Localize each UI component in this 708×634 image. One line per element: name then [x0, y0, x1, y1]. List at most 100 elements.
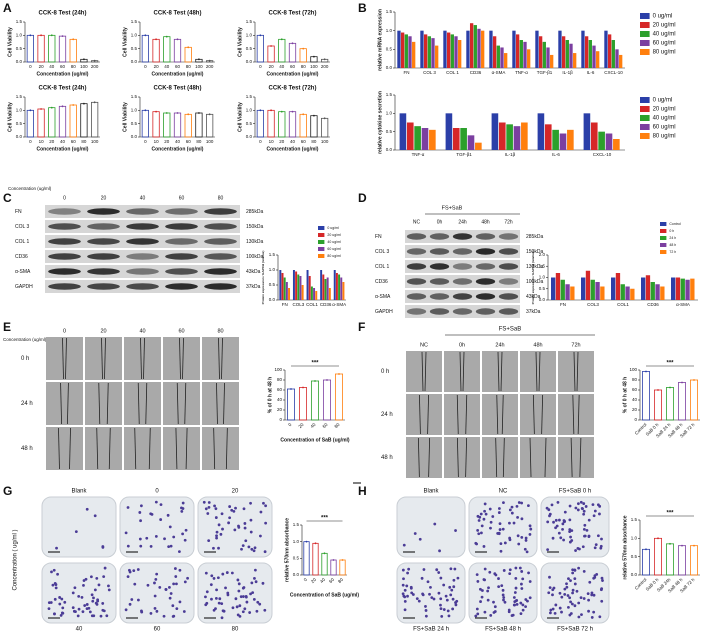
bar — [546, 47, 550, 68]
cell — [213, 504, 216, 508]
wound-edge — [495, 437, 498, 478]
bar — [581, 30, 585, 69]
cell — [215, 530, 219, 534]
x-tick-label: 20 — [49, 139, 55, 144]
bar — [335, 273, 338, 300]
cell — [479, 600, 482, 603]
cell — [80, 596, 84, 599]
legend-swatch — [640, 124, 650, 130]
cell — [224, 586, 227, 590]
legend-swatch — [318, 240, 325, 244]
cell — [155, 609, 159, 613]
cell — [202, 500, 206, 504]
bar — [429, 129, 436, 150]
wound-edge — [60, 382, 62, 425]
panel-letter: G — [3, 484, 12, 498]
cell — [562, 538, 566, 542]
cell — [417, 599, 421, 603]
micrograph — [520, 394, 556, 435]
cell — [50, 570, 53, 574]
cell — [499, 542, 503, 546]
y-axis-label: Cell Viability — [7, 27, 13, 57]
cell — [497, 577, 500, 580]
x-tick-label: 20 — [310, 577, 317, 584]
data-point — [323, 117, 326, 120]
legend-swatch — [640, 133, 650, 139]
bar — [565, 284, 570, 300]
row-label: FN — [15, 209, 22, 215]
x-tick-label: α-SMA — [332, 302, 346, 307]
bar — [431, 38, 435, 68]
chart-title: CCK-8 Test (48h) — [154, 86, 202, 92]
cell — [206, 512, 210, 515]
cell — [83, 604, 87, 607]
legend-label: 0 ug/ml — [653, 98, 673, 104]
cell — [558, 518, 561, 522]
cell — [405, 584, 409, 588]
cell — [437, 571, 441, 574]
cell — [204, 507, 208, 511]
blot-band — [126, 268, 159, 275]
cell — [601, 579, 604, 582]
cell — [502, 501, 505, 505]
cell — [503, 600, 507, 604]
bar — [338, 274, 341, 300]
y-axis-label: % of 0 h at 48 h — [267, 377, 273, 413]
bar — [475, 142, 482, 150]
x-tick-label: 60 — [60, 64, 66, 69]
cell — [437, 591, 441, 595]
cell — [480, 531, 483, 535]
transwell-image — [468, 562, 538, 624]
cell — [166, 513, 170, 517]
cell — [569, 535, 572, 539]
blot-band — [452, 308, 473, 315]
cell — [563, 592, 567, 596]
cell — [53, 612, 56, 616]
wound-edge — [421, 351, 424, 392]
cell — [91, 599, 95, 603]
cell — [221, 527, 224, 531]
cell — [422, 568, 426, 571]
y-tick-label: 0.0 — [16, 134, 23, 139]
data-point — [314, 542, 317, 545]
bar — [551, 277, 556, 300]
cell — [568, 540, 572, 544]
bar — [466, 30, 470, 69]
data-point — [302, 386, 304, 389]
cell — [480, 524, 484, 528]
bar — [559, 133, 567, 150]
legend-label: 80 ug/ml — [653, 50, 676, 56]
cell — [217, 601, 221, 605]
cell — [492, 611, 496, 614]
wound-edge — [184, 382, 187, 425]
blot-band — [126, 283, 159, 290]
cell — [510, 505, 514, 509]
cell — [513, 591, 517, 594]
bar — [611, 40, 615, 68]
cell — [51, 583, 55, 587]
cell — [93, 514, 97, 518]
cell — [450, 588, 454, 592]
micrograph — [444, 394, 480, 435]
bar — [590, 122, 598, 150]
bar — [550, 54, 554, 68]
cell — [72, 609, 76, 613]
cell — [568, 596, 572, 600]
bar — [467, 135, 475, 150]
wound-edge — [143, 337, 145, 380]
bar — [567, 129, 574, 150]
cell — [228, 516, 232, 520]
cell — [99, 614, 103, 618]
x-tick-label: 80 — [301, 64, 307, 69]
cell — [514, 576, 518, 580]
wound-edge — [456, 394, 459, 435]
x-tick-label: COL1 — [617, 302, 629, 307]
cell — [439, 576, 443, 580]
bar — [685, 279, 690, 300]
cell — [512, 521, 516, 525]
column-label: NC — [420, 342, 428, 348]
image-label: NC — [499, 489, 508, 495]
bar — [281, 273, 284, 300]
bar — [613, 139, 620, 150]
x-tick-label: COL1 — [306, 302, 318, 307]
